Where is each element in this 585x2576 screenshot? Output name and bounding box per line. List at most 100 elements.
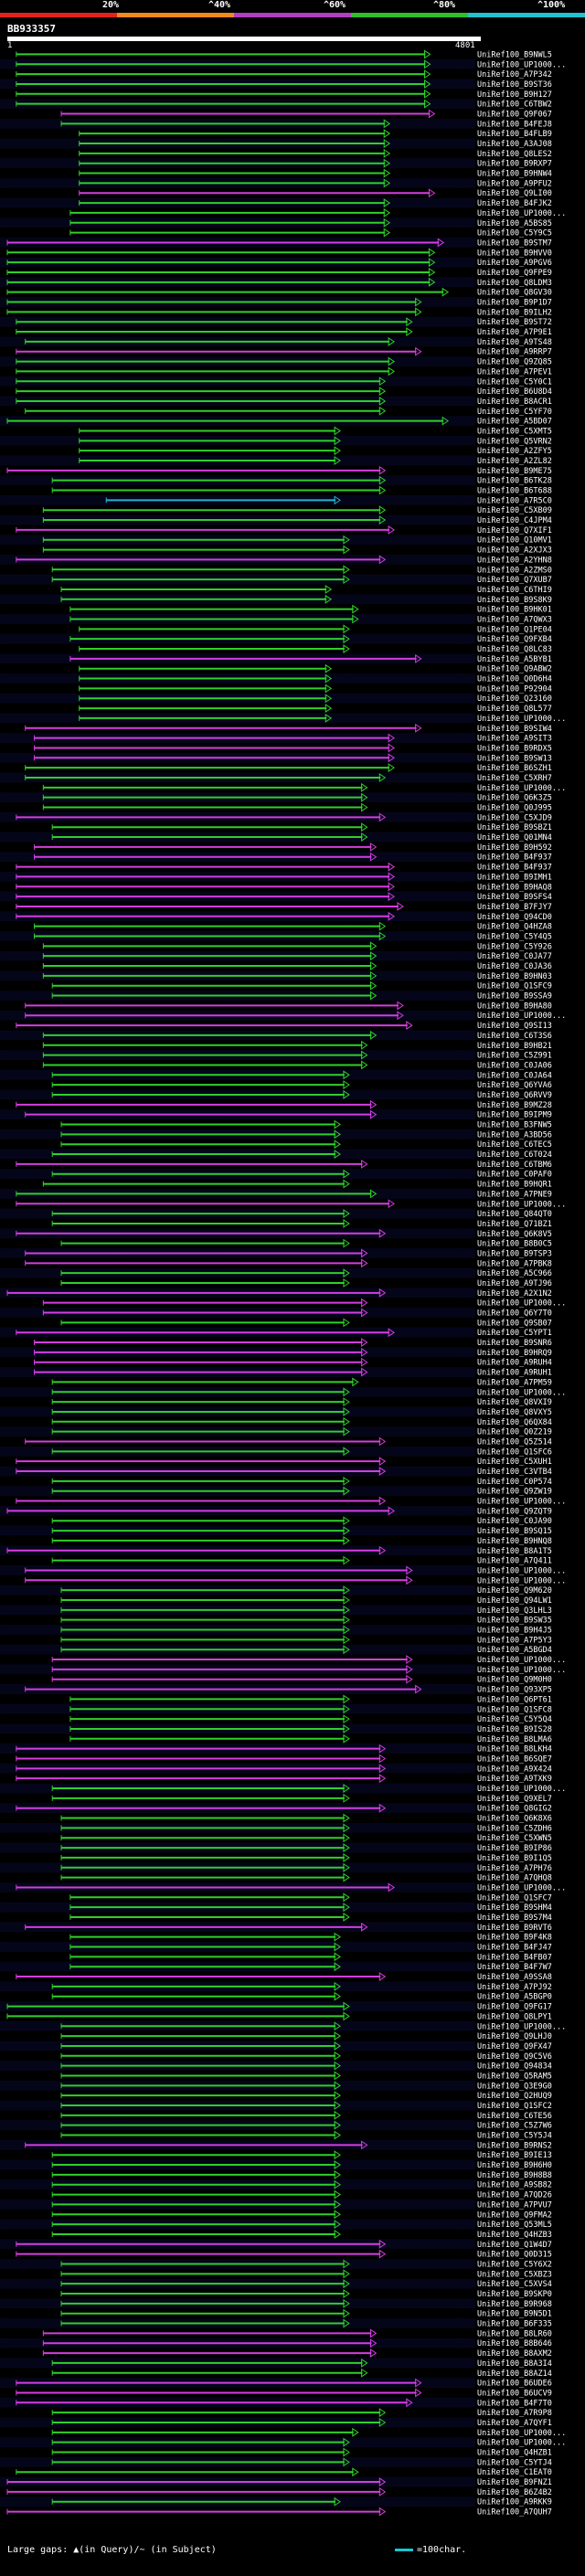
hit-label[interactable]: UniRef100_Q9FMA2 <box>477 2210 552 2220</box>
hit-label[interactable]: UniRef100_Q8LDM3 <box>477 279 552 288</box>
hit-label[interactable]: UniRef100_A2XJX3 <box>477 546 552 556</box>
hit-label[interactable]: UniRef100_Q6K8V5 <box>477 1230 552 1239</box>
alignment-row[interactable]: UniRef100_B9ME75 <box>0 465 552 476</box>
alignment-row[interactable]: UniRef100_B9SW13 <box>0 752 552 763</box>
hit-label[interactable]: UniRef100_B9R968 <box>477 2300 552 2309</box>
hit-label[interactable]: UniRef100_B9HQR1 <box>477 1181 552 1190</box>
hit-label[interactable]: UniRef100_Q6RVV9 <box>477 1091 552 1100</box>
hit-label[interactable]: UniRef100_Q0J995 <box>477 804 552 813</box>
hit-label[interactable]: UniRef100_B9SIW4 <box>477 725 552 734</box>
alignment-row[interactable]: UniRef100_Q5VRN2 <box>0 435 552 446</box>
hit-label[interactable]: UniRef100_A7QD26 <box>477 2191 552 2200</box>
alignment-row[interactable]: UniRef100_B9IPM9 <box>0 1109 552 1120</box>
alignment-row[interactable]: UniRef100_B9ST36 <box>0 79 552 90</box>
hit-label[interactable]: UniRef100_C5Y5Q4 <box>477 1715 552 1724</box>
alignment-row[interactable]: UniRef100_C0JA90 <box>0 1515 552 1526</box>
alignment-row[interactable]: UniRef100_Q1SFC9 <box>0 981 552 991</box>
hit-label[interactable]: UniRef100_Q5RAM5 <box>477 2072 552 2081</box>
alignment-row[interactable]: UniRef100_Q1SFC7 <box>0 1892 552 1903</box>
hit-label[interactable]: UniRef100_A9SB82 <box>477 2181 552 2190</box>
alignment-row[interactable]: UniRef100_A7QUH7 <box>0 2507 552 2517</box>
alignment-row[interactable]: UniRef100_B6T688 <box>0 485 552 496</box>
alignment-row[interactable]: UniRef100_Q3LHL3 <box>0 1605 552 1616</box>
hit-label[interactable]: UniRef100_C0PAF0 <box>477 1171 552 1180</box>
hit-label[interactable]: UniRef100_Q9LHJ0 <box>477 2032 552 2041</box>
hit-label[interactable]: UniRef100_C0JA06 <box>477 1061 552 1070</box>
alignment-row[interactable]: UniRef100_UP1000... <box>0 782 566 793</box>
hit-label[interactable]: UniRef100_Q9XEL7 <box>477 1795 552 1804</box>
hit-label[interactable]: UniRef100_A9SSA8 <box>477 1973 552 1982</box>
hit-label[interactable]: UniRef100_Q7XUB7 <box>477 576 552 585</box>
hit-label[interactable]: UniRef100_A9RUH1 <box>477 1369 552 1378</box>
hit-label[interactable]: UniRef100_Q8LES2 <box>477 150 552 159</box>
alignment-row[interactable]: UniRef100_B9IS28 <box>0 1723 552 1734</box>
hit-label[interactable]: UniRef100_Q6PT61 <box>477 1695 552 1704</box>
alignment-row[interactable]: UniRef100_Q84QT0 <box>0 1208 552 1219</box>
hit-label[interactable]: UniRef100_B9IPM9 <box>477 1111 552 1120</box>
alignment-row[interactable]: UniRef100_A9RUH1 <box>0 1367 552 1378</box>
alignment-row[interactable]: UniRef100_Q1PE04 <box>0 623 552 634</box>
hit-label[interactable]: UniRef100_A7QHQ8 <box>477 1874 552 1883</box>
alignment-row[interactable]: UniRef100_B9HNQ8 <box>0 1535 552 1546</box>
hit-label[interactable]: UniRef100_Q9ZW19 <box>477 1488 552 1497</box>
alignment-row[interactable]: UniRef100_B4F7T0 <box>0 2397 552 2408</box>
alignment-row[interactable]: UniRef100_B9HAQ8 <box>0 881 552 892</box>
hit-label[interactable]: UniRef100_B9SW13 <box>477 754 552 763</box>
alignment-row[interactable]: UniRef100_Q4HZB1 <box>0 2447 552 2458</box>
hit-label[interactable]: UniRef100_Q1SFC2 <box>477 2102 552 2111</box>
alignment-row[interactable]: UniRef100_B8A3I4 <box>0 2358 552 2369</box>
alignment-row[interactable]: UniRef100_B9IP86 <box>0 1842 552 1853</box>
hit-label[interactable]: UniRef100_A9PGV6 <box>477 259 552 268</box>
hit-label[interactable]: UniRef100_B9SFS4 <box>477 893 552 902</box>
alignment-row[interactable]: UniRef100_Q1SFC8 <box>0 1703 552 1714</box>
alignment-row[interactable]: UniRef100_Q9F067 <box>0 109 552 119</box>
hit-label[interactable]: UniRef100_Q9SB07 <box>477 1319 552 1328</box>
hit-label[interactable]: UniRef100_Q4HZB3 <box>477 2231 552 2240</box>
alignment-row[interactable]: UniRef100_B9TSP3 <box>0 1248 552 1258</box>
alignment-row[interactable]: UniRef100_C1EAT0 <box>0 2466 552 2477</box>
alignment-row[interactable]: UniRef100_B6Z4B2 <box>0 2486 552 2497</box>
alignment-row[interactable]: UniRef100_B9HB21 <box>0 1040 552 1051</box>
alignment-row[interactable]: UniRef100_A9RRP7 <box>0 346 552 357</box>
hit-label[interactable]: UniRef100_Q9FG17 <box>477 2003 552 2012</box>
hit-label[interactable]: UniRef100_A5BS85 <box>477 219 552 228</box>
alignment-row[interactable]: UniRef100_A5BYB1 <box>0 653 552 664</box>
alignment-row[interactable]: UniRef100_C5ZDH6 <box>0 1822 552 1833</box>
alignment-row[interactable]: UniRef100_C5Z991 <box>0 1050 552 1061</box>
alignment-row[interactable]: UniRef100_Q4HZA8 <box>0 921 552 932</box>
alignment-row[interactable]: UniRef100_A5BD07 <box>0 416 552 427</box>
alignment-row[interactable]: UniRef100_A7QWX3 <box>0 614 552 624</box>
alignment-row[interactable]: UniRef100_B8LMA6 <box>0 1733 552 1744</box>
alignment-row[interactable]: UniRef100_B9SW35 <box>0 1615 552 1626</box>
hit-label[interactable]: UniRef100_UP1000... <box>477 209 566 218</box>
alignment-row[interactable]: UniRef100_B9S7M4 <box>0 1912 552 1923</box>
alignment-row[interactable]: UniRef100_B9HA80 <box>0 1000 552 1011</box>
alignment-row[interactable]: UniRef100_C5YF70 <box>0 406 552 417</box>
hit-label[interactable]: UniRef100_B9FNZ1 <box>477 2478 552 2487</box>
alignment-row[interactable]: UniRef100_B6UCV9 <box>0 2388 552 2398</box>
alignment-row[interactable]: UniRef100_A3AJ08 <box>0 138 552 149</box>
alignment-row[interactable]: UniRef100_C5Y4Q5 <box>0 931 552 941</box>
hit-label[interactable]: UniRef100_Q6QX84 <box>477 1418 552 1427</box>
alignment-row[interactable]: UniRef100_B4FLB9 <box>0 128 552 139</box>
hit-label[interactable]: UniRef100_Q0D6H4 <box>477 675 552 684</box>
hit-label[interactable]: UniRef100_B6T688 <box>477 487 552 496</box>
hit-label[interactable]: UniRef100_C0JA36 <box>477 962 552 971</box>
hit-label[interactable]: UniRef100_Q8L577 <box>477 705 552 714</box>
alignment-row[interactable]: UniRef100_B4FEJ8 <box>0 118 552 129</box>
hit-label[interactable]: UniRef100_Q94LW1 <box>477 1596 552 1606</box>
hit-label[interactable]: UniRef100_Q8VXY5 <box>477 1408 552 1417</box>
hit-label[interactable]: UniRef100_A7PH76 <box>477 1864 552 1873</box>
hit-label[interactable]: UniRef100_B9ILH2 <box>477 308 552 317</box>
alignment-row[interactable]: UniRef100_Q9ZQT9 <box>0 1505 552 1516</box>
alignment-row[interactable]: UniRef100_Q71BZ1 <box>0 1218 552 1229</box>
hit-label[interactable]: UniRef100_B9HNQ8 <box>477 1537 552 1546</box>
hit-label[interactable]: UniRef100_B9SKP0 <box>477 2290 552 2299</box>
hit-label[interactable]: UniRef100_A7PBK8 <box>477 1259 552 1268</box>
alignment-row[interactable]: UniRef100_Q9M0H0 <box>0 1674 552 1685</box>
hit-label[interactable]: UniRef100_C5Y926 <box>477 942 552 951</box>
hit-label[interactable]: UniRef100_UP1000... <box>477 1299 566 1309</box>
alignment-row[interactable]: UniRef100_C5XMT5 <box>0 426 552 436</box>
hit-label[interactable]: UniRef100_UP1000... <box>477 1666 566 1675</box>
hit-label[interactable]: UniRef100_Q9FPE9 <box>477 269 552 278</box>
